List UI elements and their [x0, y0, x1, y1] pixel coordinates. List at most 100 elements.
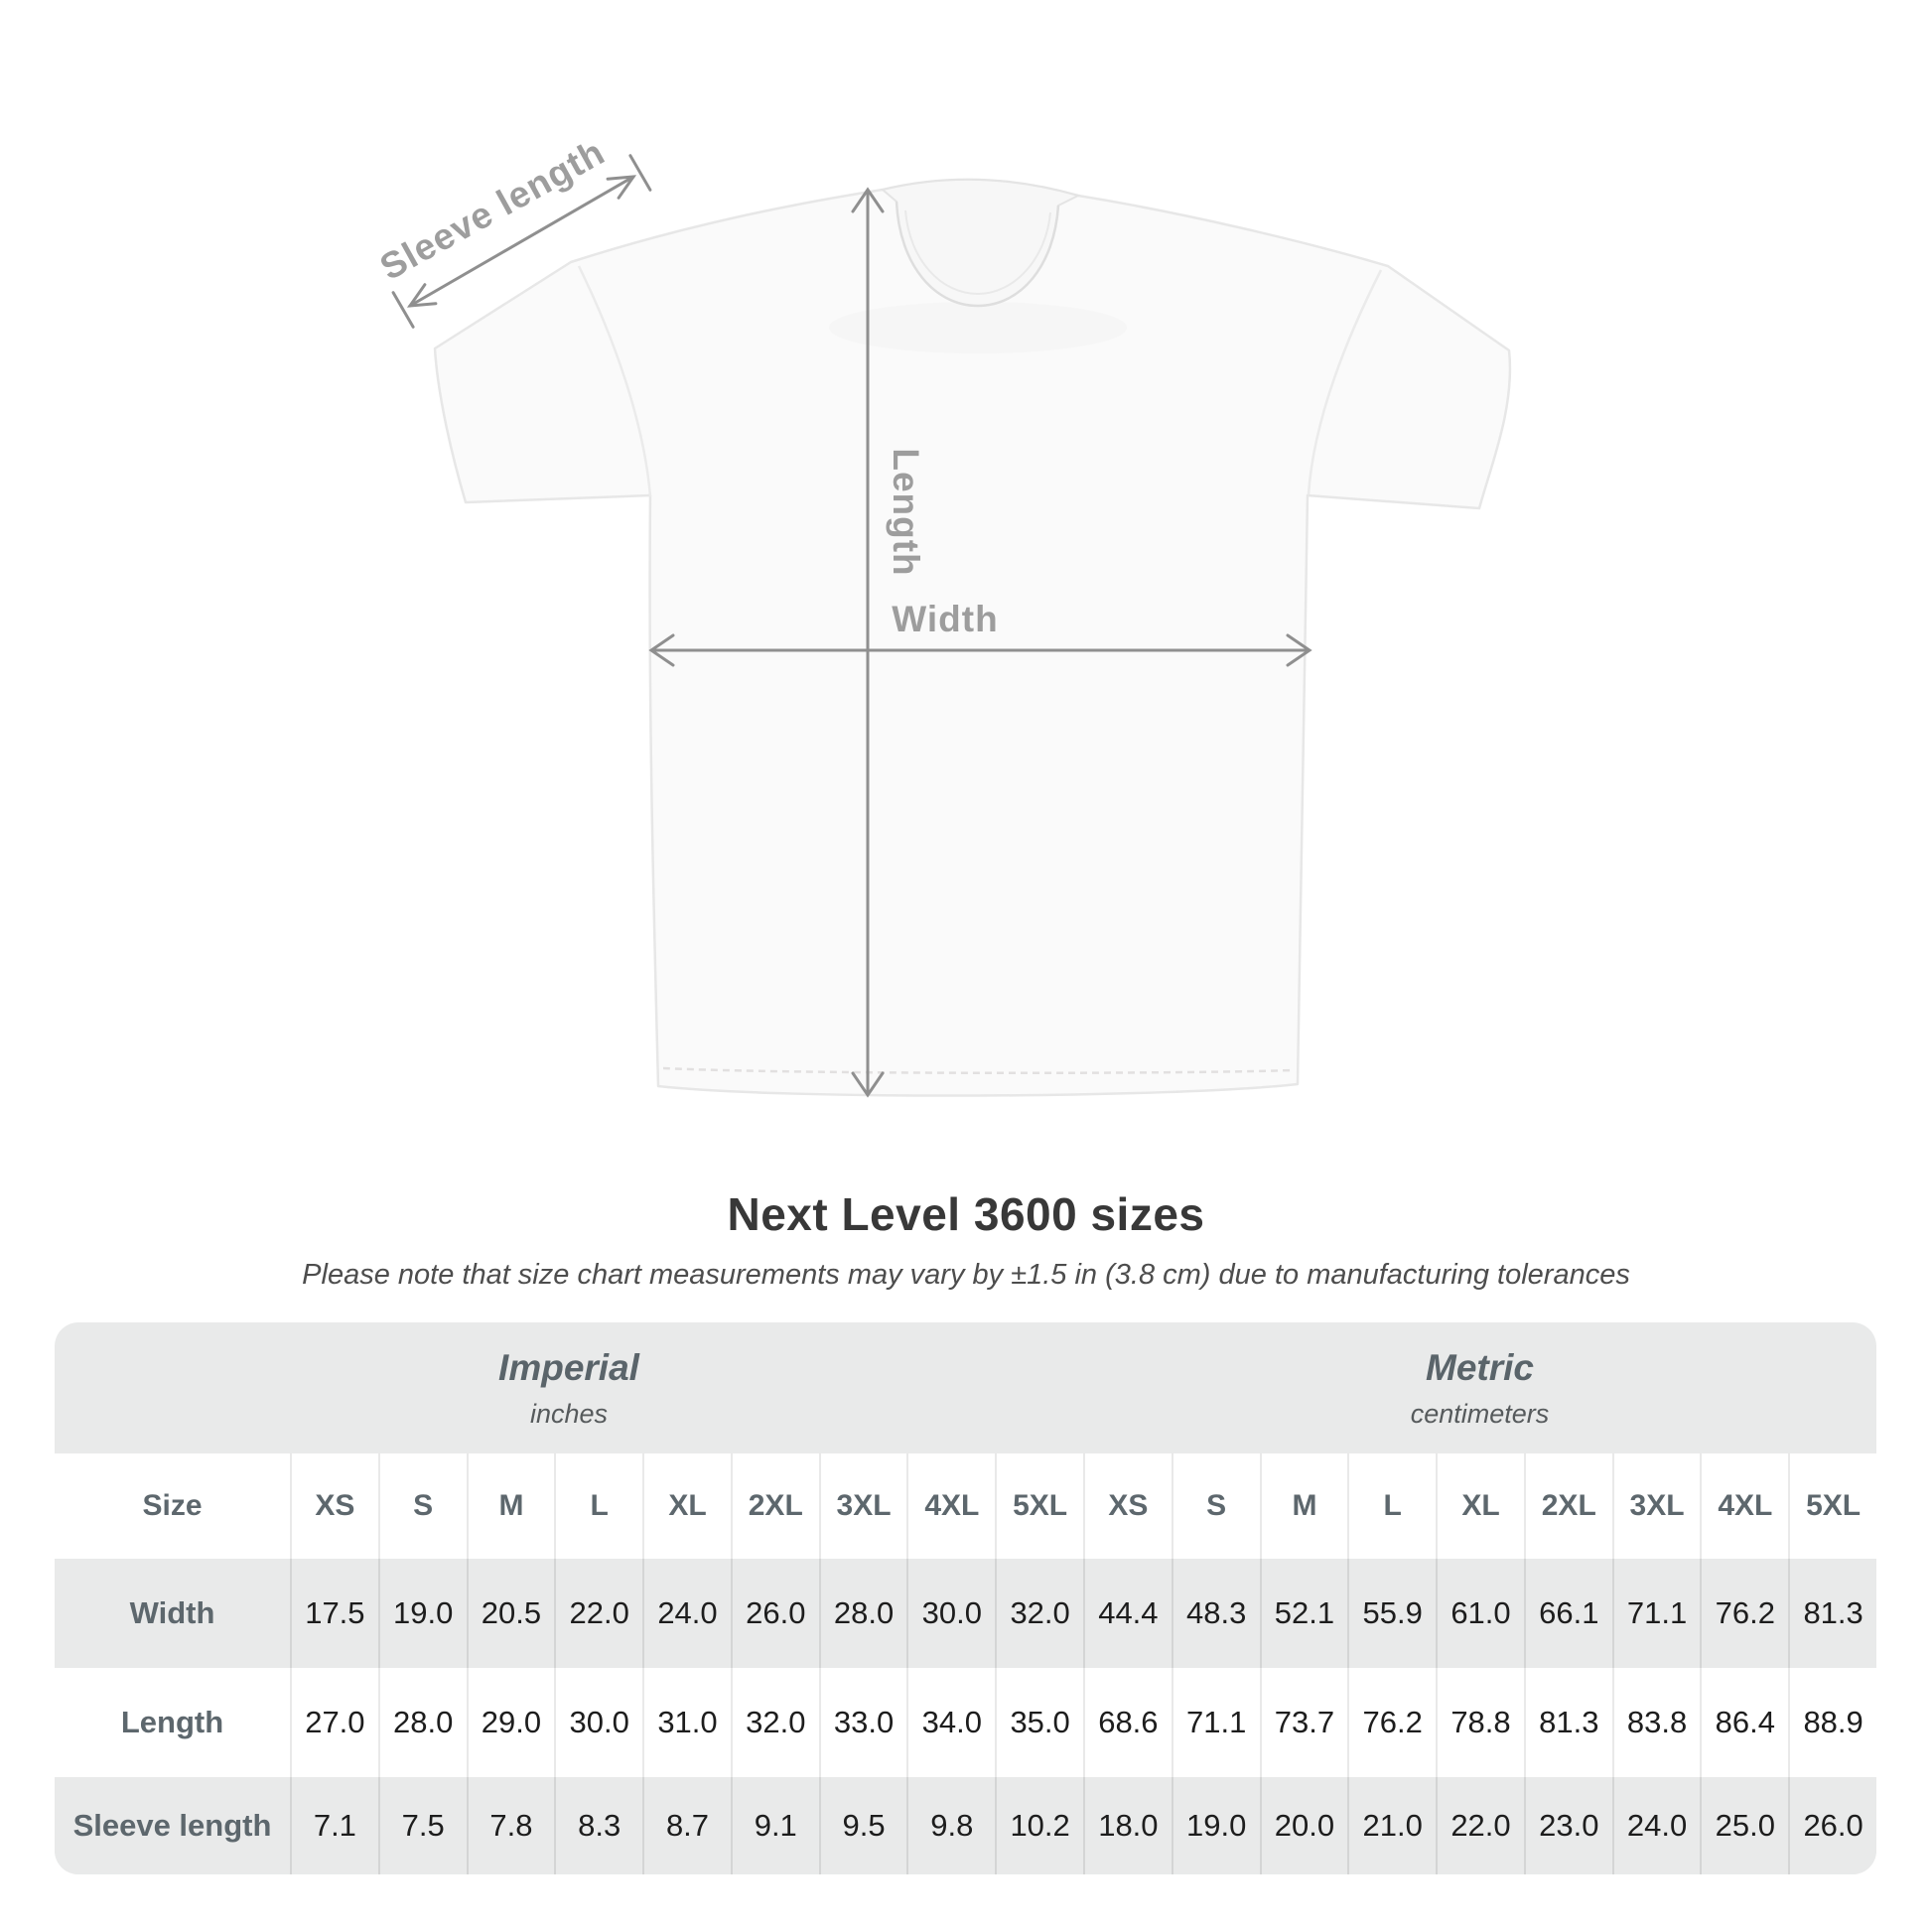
sleeve-extension-tick-left: [391, 291, 415, 329]
metric-label: Metric: [1426, 1346, 1534, 1388]
metric-value-cell: 78.8: [1436, 1668, 1524, 1777]
imperial-value-cell: 7.5: [377, 1777, 467, 1874]
size-header-cell: 2XL: [1523, 1453, 1612, 1559]
size-header-cell: XS: [290, 1453, 378, 1559]
metric-value-cell: 66.1: [1523, 1559, 1612, 1668]
metric-value-cell: 71.1: [1171, 1668, 1260, 1777]
size-header-cell: XL: [1436, 1453, 1524, 1559]
imperial-value-cell: 35.0: [995, 1668, 1083, 1777]
metric-value-cell: 76.2: [1347, 1668, 1436, 1777]
right-sleeve-seam: [1307, 269, 1383, 495]
imperial-value-cell: 9.5: [818, 1777, 907, 1874]
imperial-value-cell: 32.0: [730, 1668, 819, 1777]
size-chart-table: Imperial inches Metric centimeters Size X…: [55, 1322, 1876, 1874]
table-row: Sleeve length 7.1 7.5 7.8 8.3 8.7 9.1 9.5 9.8 10.…: [55, 1777, 1876, 1874]
metric-value-cell: 18.0: [1083, 1777, 1172, 1874]
size-header-cell: 4XL: [1700, 1453, 1788, 1559]
tolerance-note: Please note that size chart measurements…: [302, 1259, 1630, 1291]
table-body: Width 17.5 19.0 20.5 22.0 24.0 26.0 28.0 30.0 32.…: [55, 1559, 1876, 1874]
imperial-value-cell: 9.8: [906, 1777, 995, 1874]
imperial-value-cell: 24.0: [642, 1559, 731, 1668]
row-label: Sleeve length: [72, 1808, 272, 1843]
size-column-header: Size: [142, 1489, 203, 1522]
sleeve-extension-tick-right: [628, 154, 652, 192]
metric-value-cell: 52.1: [1259, 1559, 1348, 1668]
metric-value-cell: 68.6: [1083, 1668, 1172, 1777]
size-header-row: Size XS S M L XL 2XL 3XL 4XL 5XL XS S M L XL 2XL 3XL 4XL 5…: [55, 1453, 1876, 1559]
metric-value-cell: 73.7: [1259, 1668, 1348, 1777]
size-header-cell: 2XL: [730, 1453, 819, 1559]
imperial-value-cell: 7.1: [290, 1777, 378, 1874]
imperial-value-cell: 30.0: [554, 1668, 642, 1777]
imperial-value-cell: 26.0: [730, 1559, 819, 1668]
imperial-value-cell: 19.0: [377, 1559, 467, 1668]
size-header-cell: S: [377, 1453, 467, 1559]
metric-value-cell: 76.2: [1700, 1559, 1788, 1668]
size-header-cell: 5XL: [995, 1453, 1083, 1559]
chart-header: Next Level 3600 sizes Please note that s…: [0, 1187, 1932, 1292]
metric-value-cell: 86.4: [1700, 1668, 1788, 1777]
metric-value-cell: 23.0: [1523, 1777, 1612, 1874]
size-header-cell: 3XL: [1611, 1453, 1701, 1559]
hem-stitch-line: [662, 1066, 1294, 1075]
metric-value-cell: 71.1: [1611, 1559, 1701, 1668]
imperial-value-cell: 32.0: [995, 1559, 1083, 1668]
imperial-value-cell: 34.0: [906, 1668, 995, 1777]
metric-value-cell: 61.0: [1436, 1559, 1524, 1668]
size-header-cell: 4XL: [906, 1453, 995, 1559]
collar-shadow: [829, 302, 1127, 353]
metric-value-cell: 24.0: [1611, 1777, 1701, 1874]
metric-value-cell: 81.3: [1523, 1668, 1612, 1777]
imperial-value-cell: 20.5: [466, 1559, 555, 1668]
left-sleeve-seam: [577, 265, 652, 497]
size-header-cell: L: [1347, 1453, 1436, 1559]
imperial-value-cell: 8.7: [642, 1777, 731, 1874]
tshirt-diagram-svg: Sleeve length Length Width: [373, 131, 1512, 1098]
length-arrowhead-top: [851, 187, 885, 213]
imperial-label: Imperial: [498, 1346, 639, 1388]
centimeters-label: centimeters: [1410, 1398, 1550, 1429]
metric-value-cell: 44.4: [1083, 1559, 1172, 1668]
size-header-cell: 3XL: [818, 1453, 907, 1559]
dimension-lines: [391, 154, 1312, 1098]
metric-header: Metric centimeters: [1083, 1322, 1876, 1453]
width-label: Width: [892, 599, 998, 639]
size-header-cell: XS: [1083, 1453, 1172, 1559]
imperial-value-cell: 28.0: [818, 1559, 907, 1668]
width-arrowhead-left: [648, 633, 675, 667]
collar-inner-line: [895, 201, 1060, 308]
metric-value-cell: 55.9: [1347, 1559, 1436, 1668]
metric-value-cell: 81.3: [1788, 1559, 1876, 1668]
table-row: Length 27.0 28.0 29.0 30.0 31.0 32.0 33.0 34.0 35…: [55, 1668, 1876, 1777]
metric-value-cell: 48.3: [1171, 1559, 1260, 1668]
metric-value-cell: 20.0: [1259, 1777, 1348, 1874]
imperial-value-cell: 30.0: [906, 1559, 995, 1668]
size-header-cell: S: [1171, 1453, 1260, 1559]
length-arrowhead-bottom: [851, 1071, 885, 1098]
metric-value-cell: 22.0: [1436, 1777, 1524, 1874]
imperial-value-cell: 27.0: [290, 1668, 378, 1777]
collar-stitch-line: [904, 209, 1051, 296]
imperial-value-cell: 29.0: [466, 1668, 555, 1777]
size-header-cell: L: [554, 1453, 642, 1559]
tshirt-body: [433, 178, 1512, 1097]
size-header-cell: M: [466, 1453, 555, 1559]
imperial-value-cell: 8.3: [554, 1777, 642, 1874]
inches-label: inches: [529, 1398, 609, 1429]
size-header-cell: XL: [642, 1453, 731, 1559]
metric-value-cell: 88.9: [1788, 1668, 1876, 1777]
metric-value-cell: 19.0: [1171, 1777, 1260, 1874]
imperial-value-cell: 31.0: [642, 1668, 731, 1777]
length-label: Length: [886, 448, 926, 576]
metric-value-cell: 26.0: [1788, 1777, 1876, 1874]
metric-value-cell: 83.8: [1611, 1668, 1701, 1777]
tshirt-size-diagram: Sleeve length Length Width: [373, 131, 1512, 1098]
imperial-header: Imperial inches: [55, 1322, 1083, 1453]
metric-value-cell: 21.0: [1347, 1777, 1436, 1874]
imperial-value-cell: 33.0: [818, 1668, 907, 1777]
unit-header-row: Imperial inches Metric centimeters: [55, 1322, 1876, 1453]
page-title: Next Level 3600 sizes: [727, 1188, 1205, 1240]
table-row: Width 17.5 19.0 20.5 22.0 24.0 26.0 28.0 30.0 32.…: [55, 1559, 1876, 1668]
imperial-value-cell: 10.2: [995, 1777, 1083, 1874]
imperial-value-cell: 9.1: [730, 1777, 819, 1874]
